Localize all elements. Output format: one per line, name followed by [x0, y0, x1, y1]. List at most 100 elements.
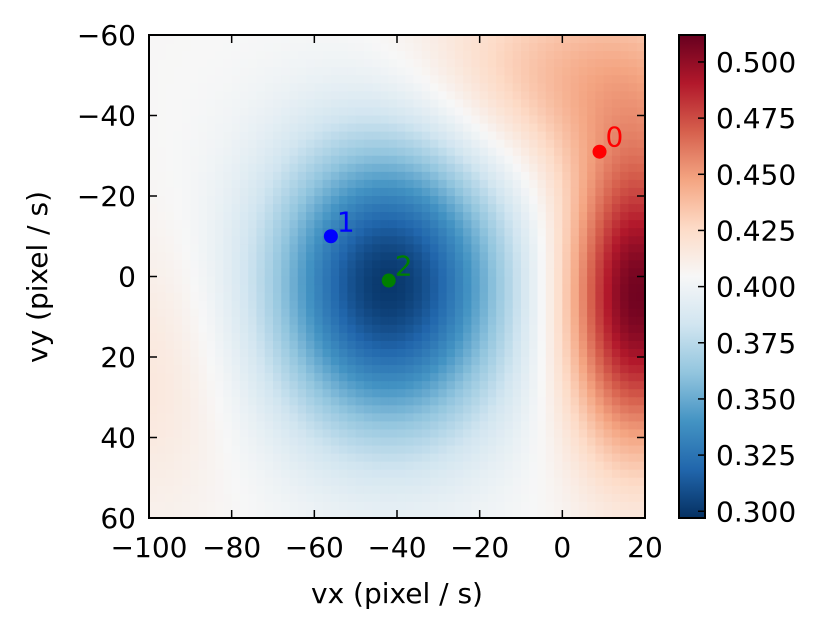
heatmap-cell	[223, 220, 233, 229]
heatmap-cell	[620, 477, 630, 487]
heatmap-cell	[537, 445, 547, 455]
heatmap-cell	[628, 59, 638, 68]
heatmap-cell	[421, 397, 431, 406]
heatmap-cell	[413, 324, 423, 334]
heatmap-cell	[215, 123, 224, 133]
heatmap-cell	[281, 300, 291, 310]
heatmap-cell	[264, 155, 274, 165]
heatmap-cell	[587, 123, 596, 133]
heatmap-cell	[454, 99, 464, 109]
heatmap-cell	[231, 244, 241, 253]
heatmap-cell	[405, 509, 415, 518]
heatmap-cell	[264, 171, 274, 181]
heatmap-cell	[256, 196, 266, 205]
heatmap-cell	[512, 501, 522, 511]
heatmap-cell	[446, 59, 456, 68]
heatmap-cell	[314, 43, 324, 52]
heatmap-cell	[289, 485, 299, 495]
heatmap-cell	[149, 469, 158, 479]
heatmap-cell	[239, 139, 249, 149]
heatmap-cell	[264, 220, 274, 229]
heatmap-cell	[173, 67, 183, 76]
heatmap-cell	[239, 35, 249, 44]
heatmap-cell	[595, 260, 605, 270]
heatmap-cell	[149, 501, 158, 511]
heatmap-cell	[363, 485, 373, 495]
heatmap-cell	[545, 340, 555, 350]
heatmap-cell	[314, 373, 324, 382]
heatmap-cell	[273, 51, 282, 60]
heatmap-cell	[529, 445, 539, 455]
heatmap-cell	[314, 477, 324, 487]
heatmap-cell	[587, 236, 596, 245]
heatmap-cell	[595, 469, 605, 479]
heatmap-cell	[149, 123, 158, 133]
heatmap-cell	[405, 196, 415, 205]
heatmap-cell	[339, 171, 348, 181]
heatmap-cell	[190, 187, 200, 197]
heatmap-cell	[198, 204, 208, 213]
heatmap-cell	[206, 501, 216, 511]
heatmap-cell	[347, 389, 357, 398]
heatmap-cell	[512, 59, 522, 68]
heatmap-cell	[537, 421, 547, 431]
heatmap-cell	[281, 131, 291, 141]
heatmap-cell	[471, 187, 481, 197]
heatmap-cell	[479, 187, 489, 197]
heatmap-cell	[421, 501, 431, 511]
heatmap-cell	[380, 187, 390, 197]
heatmap-cell	[239, 155, 249, 165]
heatmap-cell	[215, 373, 224, 382]
heatmap-cell	[322, 365, 332, 374]
heatmap-cell	[215, 437, 224, 447]
heatmap-cell	[636, 485, 645, 495]
heatmap-cell	[289, 413, 299, 422]
heatmap-cell	[620, 445, 630, 455]
heatmap-cell	[537, 196, 547, 205]
heatmap-cell	[264, 276, 274, 286]
heatmap-cell	[182, 405, 191, 414]
heatmap-cell	[537, 284, 547, 294]
heatmap-cell	[306, 236, 315, 245]
heatmap-cell	[438, 300, 448, 310]
heatmap-cell	[405, 348, 415, 358]
heatmap-cell	[248, 196, 258, 205]
heatmap-cell	[545, 252, 555, 261]
heatmap-cell	[190, 373, 200, 382]
heatmap-cell	[587, 381, 596, 390]
heatmap-cell	[322, 131, 332, 141]
heatmap-cell	[149, 244, 158, 253]
heatmap-cell	[595, 75, 605, 84]
heatmap-cell	[405, 163, 415, 173]
heatmap-cell	[388, 485, 398, 495]
heatmap-cell	[306, 373, 315, 382]
heatmap-cell	[620, 99, 630, 109]
heatmap-cell	[545, 236, 555, 245]
heatmap-cell	[603, 163, 613, 173]
heatmap-cell	[545, 429, 555, 439]
heatmap-cell	[405, 171, 415, 181]
heatmap-cell	[256, 123, 266, 133]
heatmap-cell	[330, 131, 340, 141]
heatmap-cell	[562, 147, 572, 157]
heatmap-cell	[157, 373, 167, 382]
heatmap-cell	[446, 348, 456, 358]
heatmap-cell	[471, 453, 481, 463]
heatmap-cell	[248, 292, 258, 302]
heatmap-cell	[281, 67, 291, 76]
heatmap-cell	[628, 493, 638, 503]
heatmap-cell	[504, 212, 514, 221]
heatmap-cell	[215, 75, 224, 84]
heatmap-cell	[570, 43, 580, 52]
heatmap-cell	[578, 501, 588, 511]
heatmap-cell	[438, 139, 448, 149]
heatmap-cell	[545, 163, 555, 173]
heatmap-cell	[562, 139, 572, 149]
heatmap-cell	[314, 445, 324, 455]
heatmap-cell	[430, 493, 439, 503]
heatmap-cell	[330, 405, 340, 414]
heatmap-cell	[355, 332, 365, 342]
heatmap-cell	[182, 501, 191, 511]
heatmap-cell	[603, 477, 613, 487]
heatmap-cell	[471, 91, 481, 100]
